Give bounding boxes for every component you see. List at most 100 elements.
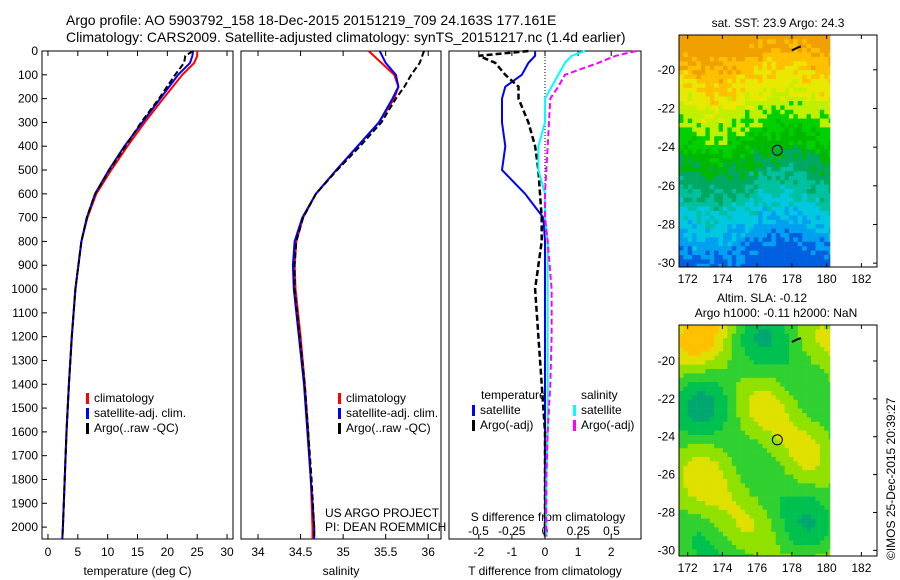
map-cell [731,96,737,102]
map-cell [824,360,829,365]
map-cell [828,421,831,427]
map-cell [718,523,724,528]
map-cell [692,461,697,467]
map-cell [758,435,763,440]
map-cell [784,263,790,268]
map-cell [709,496,715,502]
map-cell [709,83,715,89]
map-cell [793,237,799,243]
map-cell [701,158,706,163]
map-cell [775,426,781,431]
map-cell [793,364,799,370]
map-cell [793,118,799,124]
map-cell [797,215,803,221]
map-cell [683,259,689,265]
map-cell [705,70,711,75]
map-cell [819,501,825,506]
y-tick-label: 900 [18,258,38,272]
map-cell [749,52,755,58]
map-cell [745,65,750,71]
map-cell [828,92,831,97]
map-cell [723,153,728,159]
map-cell [687,479,693,484]
map-cell [815,140,821,146]
map-cell [762,145,768,150]
map-cell [802,369,807,374]
map-cell [767,531,772,537]
map-cell [784,250,790,256]
map-cell [705,553,711,557]
map-cell [718,123,724,128]
map-cell [789,435,794,440]
map-cell [802,87,807,93]
map-cell [789,426,794,431]
map-cell [789,377,794,383]
map-cell [806,360,812,365]
map-cell [736,109,741,115]
map-cell [736,386,741,392]
map-cell [714,123,719,128]
map-cell [815,351,821,357]
map-cell [775,61,781,67]
map-cell [762,162,768,168]
map-cell [714,131,719,137]
map-cell [683,545,689,550]
map-cell [780,255,785,260]
map-cell [753,549,759,555]
map-cell [767,413,772,418]
map-cell [696,246,702,251]
map-cell [749,479,755,484]
map-cell [753,545,759,550]
map-cell [723,131,728,137]
map-cell [819,347,825,352]
map-cell [775,435,781,440]
map-cell [758,224,763,229]
map-cell [753,457,759,462]
map-cell [687,364,693,370]
map-cell [701,70,706,75]
map-cell [683,435,689,440]
map-cell [762,404,768,409]
map-cell [727,399,733,405]
map-cell [692,386,697,392]
map-cell [687,237,693,243]
map-cell [762,118,768,124]
map-cell [784,492,790,497]
map-cell [819,540,825,546]
map-cell [679,180,684,185]
map-cell [797,197,803,203]
map-cell [701,197,706,203]
map-cell [749,255,755,260]
map-cell [758,523,763,528]
map-cell [696,474,702,480]
map-cell [815,487,821,493]
map-cell [714,114,719,119]
map-cell [687,338,693,343]
map-cell [767,193,772,199]
map-cell [771,202,777,207]
map-cell [727,39,733,45]
map-cell [811,233,816,238]
map-cell [679,435,684,440]
map-cell [771,101,777,106]
map-cell [815,123,821,128]
map-cell [727,536,733,541]
map-2-subtitle: Argo h1000: -0.11 h2000: NaN [695,306,858,320]
map-cell [696,219,702,225]
map-cell [692,202,697,207]
map-cell [731,448,737,453]
map-cell [797,255,803,260]
x-tick-label: 35.5 [374,545,398,559]
map-cell [683,74,689,80]
map-cell [714,175,719,181]
map-cell [683,79,689,84]
map-cell [736,395,741,401]
map-cell [762,149,768,155]
series-satellite-adj-clim- [61,50,194,540]
map-cell [811,96,816,102]
map-cell [793,496,799,502]
map-cell [758,263,763,268]
map-cell [701,162,706,168]
map-cell [793,65,799,71]
map-cell [696,426,702,431]
